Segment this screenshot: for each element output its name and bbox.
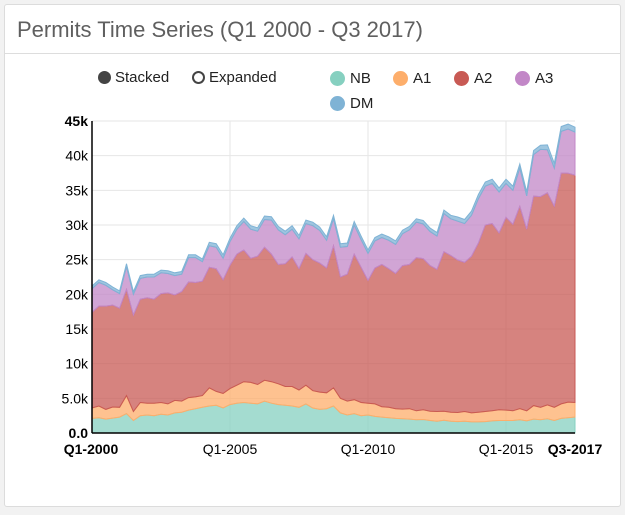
legend-label: A3 (535, 70, 554, 87)
expanded-label: Expanded (209, 69, 277, 86)
legend-item-a3[interactable]: A3 (515, 70, 553, 87)
legend-swatch-icon (515, 71, 530, 86)
legend-label: A1 (413, 70, 432, 87)
legend-item-a1[interactable]: A1 (393, 70, 431, 87)
legend-label: DM (350, 95, 374, 112)
stacked-radio[interactable]: Stacked (98, 69, 169, 86)
stacked-radio-icon (98, 71, 111, 84)
legend-swatch-icon (330, 96, 345, 111)
legend-swatch-icon (330, 71, 345, 86)
legend-swatch-icon (393, 71, 408, 86)
legend-item-a2[interactable]: A2 (454, 70, 492, 87)
panel-title: Permits Time Series (Q1 2000 - Q3 2017) (17, 17, 423, 42)
legend-label: NB (350, 70, 371, 87)
legend-label: A2 (474, 70, 493, 87)
legend-item-nb[interactable]: NB (330, 70, 371, 87)
expanded-radio-icon (192, 71, 205, 84)
expanded-radio[interactable]: Expanded (192, 69, 277, 86)
panel-header: Permits Time Series (Q1 2000 - Q3 2017) (5, 5, 620, 54)
stacked-label: Stacked (115, 69, 170, 86)
legend-item-dm[interactable]: DM (330, 95, 373, 112)
legend-swatch-icon (454, 71, 469, 86)
